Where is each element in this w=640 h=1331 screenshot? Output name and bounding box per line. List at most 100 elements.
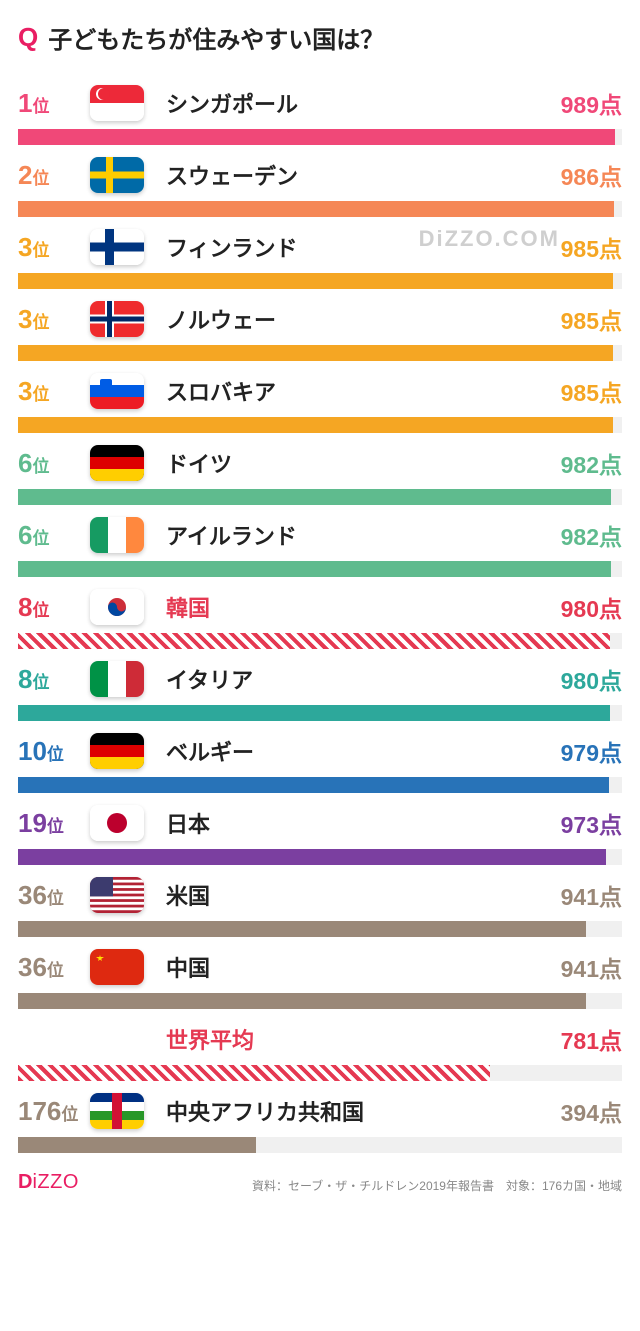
score-label: 982点 — [561, 518, 622, 552]
bar-fill — [18, 1137, 256, 1153]
country-name: 世界平均 — [166, 1023, 561, 1055]
score-label: 986点 — [561, 158, 622, 192]
country-name: ノルウェー — [166, 303, 561, 335]
bar-fill — [18, 489, 611, 505]
bar-track — [18, 345, 622, 361]
flag-icon — [90, 805, 144, 841]
ranking-row: 8位 韓国980点 — [18, 581, 622, 649]
flag-icon — [90, 949, 144, 985]
bar-track — [18, 1065, 622, 1081]
bar-track — [18, 633, 622, 649]
ranking-row: 19位 日本973点 — [18, 797, 622, 865]
flag-icon — [90, 373, 144, 409]
credit-text: 資料：セーブ・ザ・チルドレン2019年報告書 対象：176カ国・地域 — [252, 1177, 622, 1194]
bar-track — [18, 273, 622, 289]
bar-fill — [18, 273, 613, 289]
score-label: 982点 — [561, 446, 622, 480]
country-name: アイルランド — [166, 519, 561, 551]
rank-label: 3位 — [18, 376, 90, 407]
bar-fill — [18, 1065, 490, 1081]
score-label: 973点 — [561, 806, 622, 840]
bar-track — [18, 561, 622, 577]
score-label: 980点 — [561, 590, 622, 624]
country-name: 日本 — [166, 807, 561, 839]
score-label: 980点 — [561, 662, 622, 696]
flag-icon — [90, 301, 144, 337]
score-label: 941点 — [561, 878, 622, 912]
bar-track — [18, 201, 622, 217]
country-name: スロバキア — [166, 375, 561, 407]
rank-label: 3位 — [18, 232, 90, 263]
bar-track — [18, 921, 622, 937]
bar-track — [18, 849, 622, 865]
bar-fill — [18, 345, 613, 361]
ranking-row: 世界平均781点 — [18, 1013, 622, 1081]
score-label: 979点 — [561, 734, 622, 768]
country-name: ドイツ — [166, 447, 561, 479]
ranking-row: 36位 米国941点 — [18, 869, 622, 937]
flag-icon — [90, 877, 144, 913]
flag-icon — [90, 85, 144, 121]
bar-track — [18, 489, 622, 505]
bar-fill — [18, 921, 586, 937]
rank-label: 8位 — [18, 664, 90, 695]
ranking-row: 2位スウェーデン986点 — [18, 149, 622, 217]
bar-fill — [18, 849, 606, 865]
score-label: 989点 — [561, 86, 622, 120]
score-label: 985点 — [561, 374, 622, 408]
country-name: イタリア — [166, 663, 561, 695]
bar-track — [18, 129, 622, 145]
country-name: 米国 — [166, 879, 561, 911]
ranking-row: 176位中央アフリカ共和国394点 — [18, 1085, 622, 1153]
ranking-row: 3位 スロバキア985点 — [18, 365, 622, 433]
infographic-container: Q 子どもたちが住みやすい国は？ DiZZO.COM 1位シンガポール989点2… — [0, 0, 640, 1209]
score-label: 985点 — [561, 302, 622, 336]
country-name: 中央アフリカ共和国 — [166, 1095, 561, 1127]
rank-label: 36位 — [18, 880, 90, 911]
bar-fill — [18, 129, 615, 145]
bar-fill — [18, 561, 611, 577]
bar-track — [18, 993, 622, 1009]
country-name: ベルギー — [166, 735, 561, 767]
rank-label: 10位 — [18, 736, 90, 767]
bar-fill — [18, 633, 610, 649]
bar-fill — [18, 993, 586, 1009]
country-name: シンガポール — [166, 87, 561, 119]
q-icon: Q — [18, 22, 38, 53]
rank-label: 36位 — [18, 952, 90, 983]
rank-label: 6位 — [18, 448, 90, 479]
country-name: 韓国 — [166, 591, 561, 623]
ranking-row: 3位 フィンランド985点 — [18, 221, 622, 289]
country-name: フィンランド — [166, 231, 561, 263]
score-label: 941点 — [561, 950, 622, 984]
country-name: 中国 — [166, 951, 561, 983]
ranking-row: 8位 イタリア980点 — [18, 653, 622, 721]
rank-label: 176位 — [18, 1096, 90, 1127]
bar-fill — [18, 201, 614, 217]
logo: DiZZO — [18, 1171, 79, 1194]
page-title: 子どもたちが住みやすい国は？ — [48, 20, 384, 55]
ranking-row: 10位 ベルギー979点 — [18, 725, 622, 793]
flag-icon — [90, 157, 144, 193]
flag-icon — [90, 229, 144, 265]
bar-fill — [18, 417, 613, 433]
bar-fill — [18, 777, 609, 793]
rank-label: 3位 — [18, 304, 90, 335]
ranking-row: 1位シンガポール989点 — [18, 77, 622, 145]
ranking-list: 1位シンガポール989点2位スウェーデン986点3位フィンランド985点3位ノル… — [18, 77, 622, 1153]
bar-track — [18, 777, 622, 793]
bar-fill — [18, 705, 610, 721]
flag-icon — [90, 517, 144, 553]
score-label: 985点 — [561, 230, 622, 264]
rank-label: 19位 — [18, 808, 90, 839]
score-label: 781点 — [561, 1022, 622, 1056]
rank-label: 2位 — [18, 160, 90, 191]
footer: DiZZO 資料：セーブ・ザ・チルドレン2019年報告書 対象：176カ国・地域 — [18, 1171, 622, 1194]
bar-track — [18, 705, 622, 721]
flag-icon — [90, 589, 144, 625]
flag-icon — [90, 661, 144, 697]
ranking-row: 36位 中国941点 — [18, 941, 622, 1009]
flag-icon — [90, 733, 144, 769]
flag-icon — [90, 445, 144, 481]
rank-label: 8位 — [18, 592, 90, 623]
